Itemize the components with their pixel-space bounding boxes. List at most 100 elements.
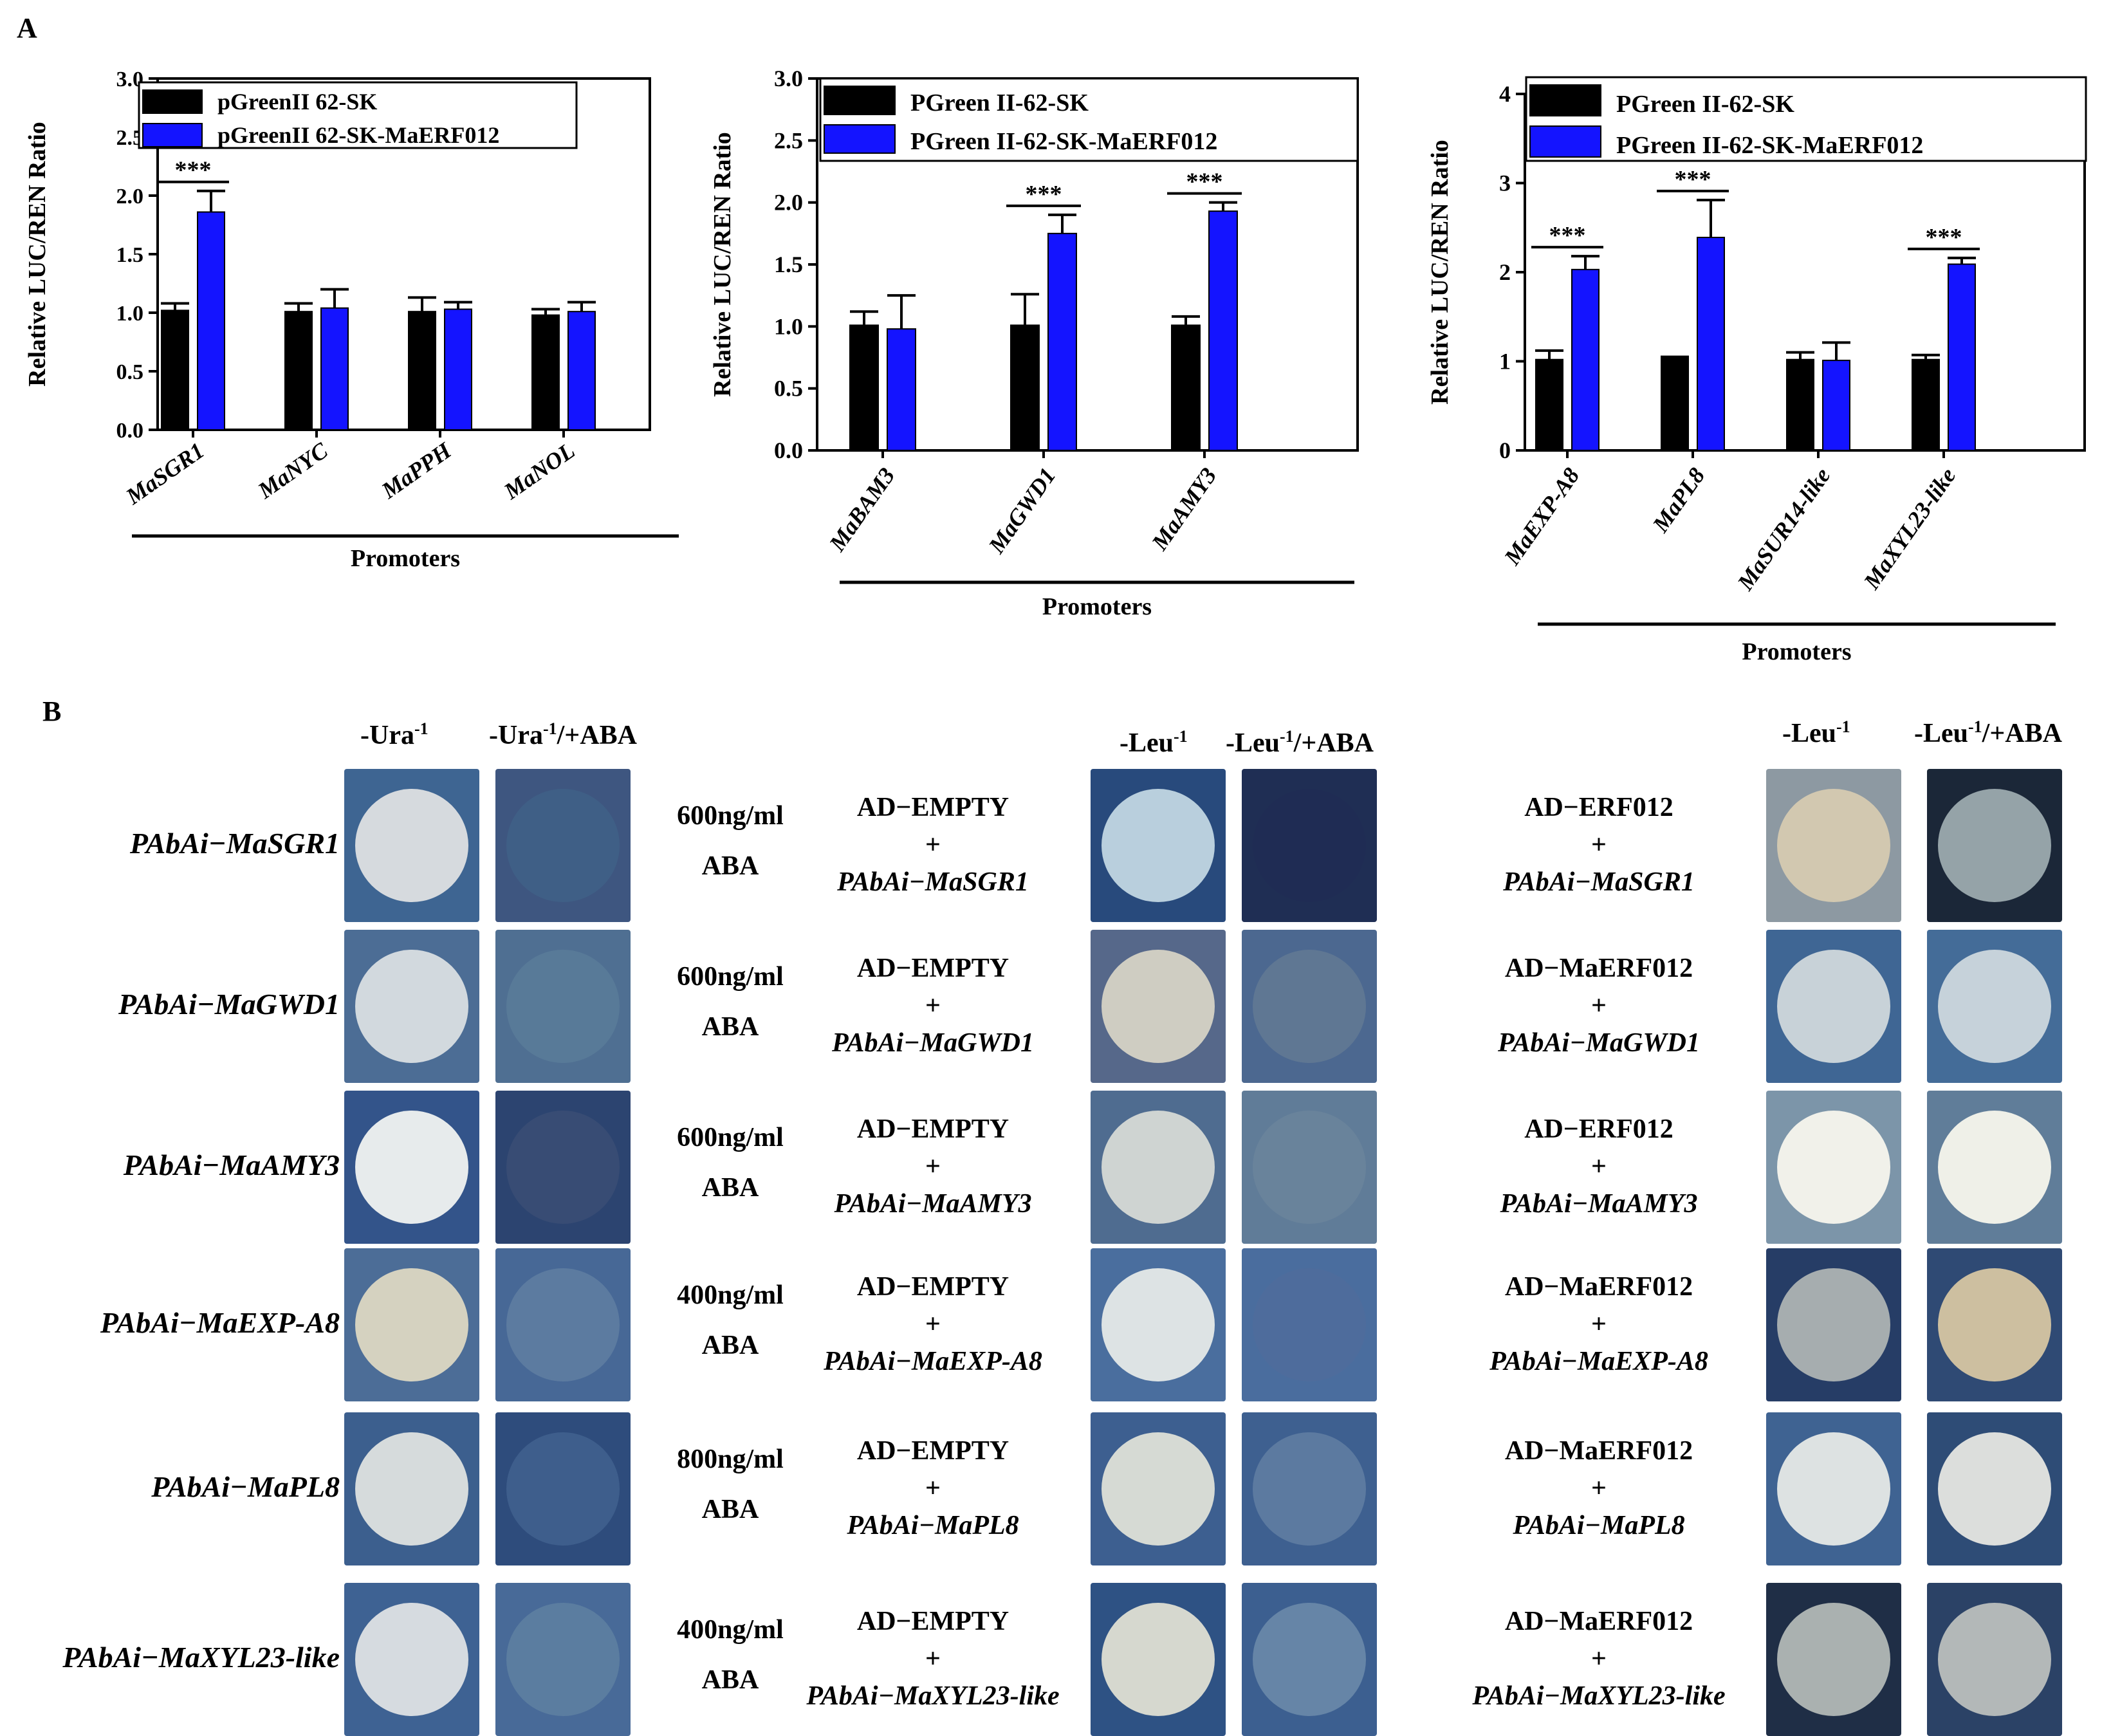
aba-concentration: 600ng/ml	[677, 801, 784, 831]
yeast-colony	[355, 789, 468, 902]
bait-gene-label: PAbAi−MaAMY3	[1500, 1189, 1698, 1219]
yeast-plate-photo	[1927, 1248, 2062, 1401]
plus-sign: +	[925, 1309, 941, 1339]
bait-gene-label: PAbAi−MaGWD1	[1497, 1028, 1701, 1058]
legend-label: pGreenII 62-SK-MaERF012	[217, 122, 499, 148]
yeast-plate-photo	[495, 1583, 631, 1736]
plus-sign: +	[1591, 830, 1607, 860]
plus-sign: +	[1591, 1473, 1607, 1503]
bait-gene-label: PAbAi−MaXYL23-like	[806, 1681, 1060, 1711]
plus-sign: +	[1591, 991, 1607, 1020]
y-tick-label: 0.0	[774, 438, 803, 463]
y-tick-label: 0	[1499, 438, 1511, 463]
plus-sign: +	[1591, 1152, 1607, 1181]
column-header: -Leu-1	[1120, 727, 1188, 758]
bait-gene-label: PAbAi−MaSGR1	[837, 867, 1029, 897]
bait-gene-label: PAbAi−MaPL8	[1513, 1511, 1685, 1540]
ad-label: AD−EMPTY	[856, 1114, 1010, 1144]
yeast-colony	[506, 950, 620, 1063]
plus-sign: +	[925, 1152, 941, 1181]
significance-stars: ***	[1186, 169, 1223, 196]
column-header: -Ura-1/+ABA	[489, 719, 637, 750]
plus-sign: +	[925, 830, 941, 860]
yeast-colony	[355, 1603, 468, 1716]
yeast-colony	[1102, 789, 1215, 902]
yeast-plate-photo	[1927, 1091, 2062, 1244]
ad-label: AD−EMPTY	[856, 793, 1010, 822]
yeast-plate-photo	[1091, 1583, 1226, 1736]
row-promoter-label: PAbAi−MaGWD1	[118, 988, 340, 1020]
row-promoter-label: PAbAi−MaAMY3	[123, 1149, 340, 1181]
ad-tf-combination: AD−MaERF012 + PAbAi−MaEXP-A8	[1451, 1268, 1747, 1380]
yeast-colony	[1777, 1111, 1890, 1224]
yeast-colony	[355, 1432, 468, 1546]
bar-control	[531, 314, 560, 431]
yeast-plate-photo	[1091, 930, 1226, 1083]
bar-control	[1171, 324, 1201, 452]
column-header: -Leu-1	[1782, 717, 1850, 748]
y-tick-label: 2.0	[774, 190, 803, 216]
row-promoter-label: PAbAi−MaXYL23-like	[62, 1641, 340, 1674]
yeast-plate-photo	[1242, 1091, 1377, 1244]
yeast-plate-photo	[1927, 769, 2062, 922]
yeast-colony	[506, 789, 620, 902]
yeast-colony	[1938, 1268, 2051, 1381]
significance-stars: ***	[1026, 181, 1062, 208]
bar-maerf012	[320, 307, 349, 430]
bar-control	[284, 311, 313, 430]
bar-maerf012	[1822, 360, 1850, 451]
aba-label: ABA	[701, 1012, 759, 1042]
yeast-colony	[1102, 950, 1215, 1063]
yeast-plate-photo	[344, 1248, 479, 1401]
ad-tf-combination: AD−MaERF012 + PAbAi−MaGWD1	[1451, 950, 1747, 1062]
bar-chart-cellwall-promoters: 0 1 2 3 4 Relative LUC/REN Ratio MaEXP-A8 MaPL8…	[1426, 76, 2087, 665]
aba-label: ABA	[701, 1495, 759, 1524]
legend-swatch	[1529, 84, 1601, 116]
y-tick-label: 2.0	[116, 185, 144, 208]
yeast-plate-photo	[1927, 930, 2062, 1083]
y-axis-title: Relative LUC/REN Ratio	[1426, 140, 1453, 405]
yeast-colony	[1938, 950, 2051, 1063]
y-tick-label: 3.0	[774, 66, 803, 91]
bar-maerf012	[444, 308, 472, 431]
bar-maerf012	[887, 328, 916, 452]
yeast-colony	[1253, 950, 1366, 1063]
yeast-plate-photo	[1766, 1583, 1901, 1736]
yeast-colony	[506, 1111, 620, 1224]
yeast-plate-photo	[1091, 1091, 1226, 1244]
yeast-colony	[1102, 1432, 1215, 1546]
bait-gene-label: PAbAi−MaSGR1	[1503, 867, 1695, 897]
ad-empty-combination: AD−EMPTY + PAbAi−MaXYL23-like	[788, 1603, 1078, 1715]
ad-label: AD−MaERF012	[1504, 1436, 1693, 1466]
y-tick-label: 0.5	[116, 360, 144, 384]
yeast-plate-photo	[344, 1091, 479, 1244]
yeast-colony	[1253, 1111, 1366, 1224]
significance-stars: ***	[1549, 222, 1586, 249]
bait-gene-label: PAbAi−MaGWD1	[831, 1028, 1035, 1058]
bar-maerf012	[1571, 268, 1600, 451]
row-promoter-label: PAbAi−MaPL8	[151, 1470, 340, 1503]
yeast-colony	[1102, 1268, 1215, 1381]
ad-label: AD−MaERF012	[1504, 954, 1693, 983]
bait-gene-label: PAbAi−MaPL8	[847, 1511, 1019, 1540]
column-header: -Ura-1	[360, 719, 429, 750]
yeast-colony	[1938, 789, 2051, 902]
row-promoter-label: PAbAi−MaSGR1	[129, 827, 340, 860]
bait-gene-label: PAbAi−MaAMY3	[834, 1189, 1032, 1219]
legend-box	[1525, 76, 2087, 162]
ad-empty-combination: AD−EMPTY + PAbAi−MaAMY3	[788, 1111, 1078, 1223]
bar-control	[1535, 358, 1563, 451]
plus-sign: +	[925, 1473, 941, 1503]
yeast-colony	[355, 1268, 468, 1381]
yeast-colony	[1938, 1432, 2051, 1546]
y-tick-label: 1.0	[116, 302, 144, 326]
legend-swatch	[142, 89, 203, 114]
yeast-colony	[1777, 1268, 1890, 1381]
yeast-plate-photo	[1091, 1412, 1226, 1565]
bar-maerf012	[197, 211, 225, 430]
bar-control	[1010, 324, 1040, 452]
aba-concentration: 400ng/ml	[677, 1280, 784, 1310]
legend-label: PGreen II-62-SK	[910, 89, 1089, 116]
yeast-plate-photo	[495, 1091, 631, 1244]
